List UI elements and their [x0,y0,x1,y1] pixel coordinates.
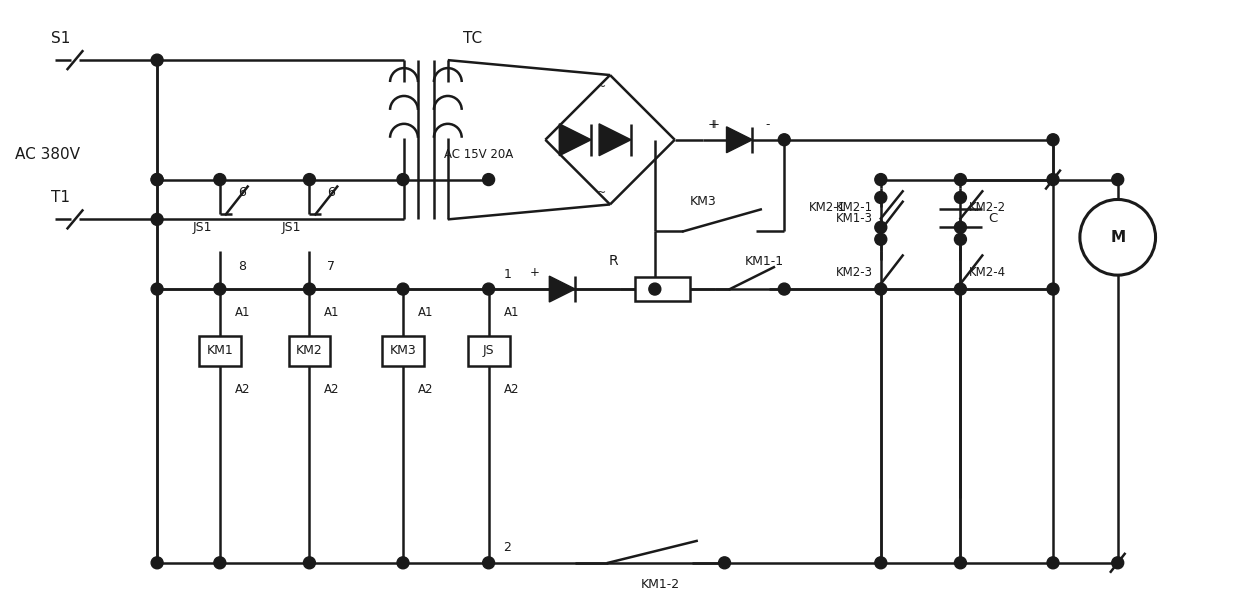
Polygon shape [559,124,591,156]
Text: A2: A2 [503,383,520,396]
Circle shape [1047,134,1059,146]
Text: C: C [988,212,997,225]
Text: JS1: JS1 [281,221,301,234]
Text: KM1-3: KM1-3 [836,212,873,225]
Circle shape [304,557,315,569]
Circle shape [304,283,315,295]
Circle shape [151,213,164,225]
Text: A1: A1 [234,306,250,320]
Text: T1: T1 [51,190,69,205]
Circle shape [397,174,409,186]
Bar [289,336,330,366]
Text: KM2-4: KM2-4 [968,266,1006,279]
Circle shape [213,557,226,569]
Circle shape [1047,283,1059,295]
Text: 8: 8 [238,259,246,273]
Circle shape [151,174,164,186]
Circle shape [875,557,887,569]
Circle shape [151,174,164,186]
Circle shape [1112,174,1123,186]
Circle shape [151,54,164,66]
Polygon shape [599,124,631,156]
Circle shape [779,283,790,295]
Text: +: + [709,118,719,132]
Text: R: R [608,254,618,268]
Text: M: M [1110,230,1125,245]
Text: AC 380V: AC 380V [15,147,79,162]
Bar [382,336,424,366]
Text: ~: ~ [596,82,605,92]
Circle shape [397,557,409,569]
Circle shape [151,557,164,569]
Text: 6: 6 [327,186,335,199]
Circle shape [718,557,730,569]
Text: KM2-1: KM2-1 [836,201,873,214]
Circle shape [875,233,887,245]
Text: JS1: JS1 [192,221,212,234]
Circle shape [779,134,790,146]
Circle shape [482,557,495,569]
Polygon shape [549,276,575,302]
Circle shape [955,233,966,245]
Circle shape [955,222,966,233]
Text: A2: A2 [234,383,250,396]
Text: AC 15V 20A: AC 15V 20A [444,148,513,161]
Circle shape [213,283,226,295]
Bar [467,336,510,366]
Bar [635,277,689,301]
Circle shape [482,174,495,186]
Text: KM2-2: KM2-2 [968,201,1006,214]
Circle shape [955,191,966,203]
Text: KM2-1: KM2-1 [808,201,846,214]
Circle shape [955,174,966,186]
Text: -: - [765,118,770,132]
Text: KM1: KM1 [206,344,233,357]
Circle shape [875,174,887,186]
Text: S1: S1 [51,30,69,46]
Text: +: + [529,266,539,279]
Text: JS: JS [482,344,495,357]
Text: KM3: KM3 [389,344,417,357]
Circle shape [875,283,887,295]
Circle shape [482,283,495,295]
Text: KM2: KM2 [296,344,322,357]
Text: KM1-1: KM1-1 [745,255,784,268]
Text: A1: A1 [325,306,340,320]
Text: 2: 2 [503,541,511,554]
Text: KM3: KM3 [689,195,717,208]
Text: 6: 6 [238,186,246,199]
Circle shape [151,283,164,295]
Text: TC: TC [463,30,482,46]
Bar [198,336,241,366]
Text: A2: A2 [325,383,340,396]
Circle shape [955,283,966,295]
Circle shape [213,174,226,186]
Text: KM2-3: KM2-3 [836,266,873,279]
Circle shape [1047,174,1059,186]
Circle shape [1112,557,1123,569]
Text: 7: 7 [327,259,335,273]
Text: KM1-2: KM1-2 [640,578,680,591]
Circle shape [875,191,887,203]
Text: A1: A1 [418,306,434,320]
Polygon shape [727,127,753,153]
Text: +: + [707,118,718,132]
Text: A1: A1 [503,306,520,320]
Circle shape [649,283,661,295]
Circle shape [304,174,315,186]
Circle shape [397,283,409,295]
Circle shape [955,557,966,569]
Text: ~: ~ [596,188,605,197]
Circle shape [875,222,887,233]
Text: 1: 1 [503,267,511,281]
Circle shape [1047,557,1059,569]
Text: A2: A2 [418,383,434,396]
